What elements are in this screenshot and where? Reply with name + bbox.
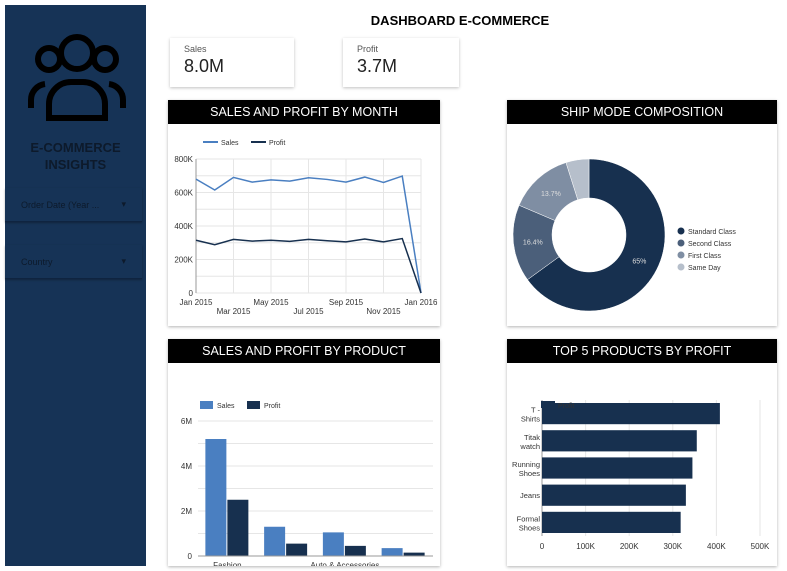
kpi-value: 3.7M xyxy=(357,56,398,76)
legend-label: Same Day xyxy=(688,265,721,272)
kpi-label: Profit xyxy=(357,44,379,54)
legend-swatch xyxy=(247,401,260,409)
legend-label: Profit xyxy=(558,403,574,410)
x-tick-label: 0 xyxy=(540,542,545,551)
dropdown-arrow-icon: ▾ xyxy=(121,256,126,266)
dropdown-arrow-icon: ▾ xyxy=(121,199,126,209)
legend-swatch xyxy=(677,263,685,271)
sales-kpi: Sales 8.0M xyxy=(170,38,294,87)
sidebar: E-COMMERCE INSIGHTS Order Date (Year ...… xyxy=(5,5,146,566)
panel-title: SHIP MODE COMPOSITION xyxy=(507,100,777,124)
slice-label: 16.4% xyxy=(523,239,543,246)
legend-swatch xyxy=(541,401,555,408)
series-line-profit xyxy=(195,237,422,294)
x-tick-label: 400K xyxy=(707,542,726,551)
legend-label: Profit xyxy=(269,140,285,147)
legend-label: Profit xyxy=(264,403,280,410)
bar-profit xyxy=(542,403,720,425)
legend-label: Sales xyxy=(217,403,235,410)
y-tick-label: 4M xyxy=(181,462,192,471)
brand-title: E-COMMERCE INSIGHTS xyxy=(30,140,121,172)
y-tick-label: 400K xyxy=(174,222,193,231)
bar-sales xyxy=(205,439,227,556)
bar-sales xyxy=(381,548,403,556)
donut-slice xyxy=(565,158,590,201)
x-tick-label: Auto & Accessories xyxy=(310,561,379,566)
x-tick-label: Mar 2015 xyxy=(217,307,251,316)
users-icon xyxy=(27,34,127,121)
donut-chart: 65% Standard Class 16.4% Second Class 13.7% F… xyxy=(512,158,736,312)
bar-sales xyxy=(322,532,344,556)
bar-sales xyxy=(264,526,286,556)
panel-title: TOP 5 PRODUCTS BY PROFIT xyxy=(507,339,777,363)
order-date-filter[interactable]: Order Date (Year ... ▾ xyxy=(5,188,142,222)
top-products-panel: TOP 5 PRODUCTS BY PROFIT 0 100K 200K 300K 400… xyxy=(507,339,777,566)
x-tick-label: Nov 2015 xyxy=(366,307,401,316)
x-tick-label: 100K xyxy=(576,542,595,551)
country-filter[interactable]: Country ▾ xyxy=(5,245,142,279)
panel-title: SALES AND PROFIT BY MONTH xyxy=(168,100,440,124)
legend-swatch xyxy=(677,227,685,235)
slice-label: 13.7% xyxy=(541,191,561,198)
x-tick-label: Jul 2015 xyxy=(293,307,324,316)
bar-profit xyxy=(542,511,681,533)
y-tick-label: 600K xyxy=(174,189,193,198)
page-title: DASHBOARD E-COMMERCE xyxy=(370,13,550,28)
x-tick-label: Fashion xyxy=(213,561,241,566)
y-tick-label: Titak watch xyxy=(519,433,540,451)
legend-swatch xyxy=(677,239,685,247)
bar-profit xyxy=(227,499,249,556)
x-tick-label: May 2015 xyxy=(253,298,289,307)
bar-profit xyxy=(542,484,686,506)
y-tick-label: 2M xyxy=(181,507,192,516)
legend-swatch xyxy=(677,251,685,259)
y-tick-label: 0 xyxy=(188,552,193,561)
panel-title: SALES AND PROFIT BY PRODUCT CATEGORY xyxy=(168,339,440,382)
y-tick-label: Running Shoes xyxy=(512,460,540,478)
category-chart-panel: SALES AND PROFIT BY PRODUCT CATEGORY 0 2M 4… xyxy=(168,339,440,571)
x-tick-label: Jan 2016 xyxy=(405,298,438,307)
y-tick-label: T -Shirts xyxy=(521,406,541,424)
x-tick-label: Jan 2015 xyxy=(180,298,213,307)
x-tick-label: 200K xyxy=(620,542,639,551)
category-bar-chart: 02M4M6MFashionHome & FurnitureAuto & Acc… xyxy=(181,401,433,571)
y-tick-label: 200K xyxy=(174,256,193,265)
kpi-label: Sales xyxy=(184,44,207,54)
bar-profit xyxy=(403,552,425,556)
profit-kpi: Profit 3.7M xyxy=(343,38,459,87)
legend-label: Sales xyxy=(221,140,239,147)
bar-profit xyxy=(286,543,308,556)
y-tick-label: Jeans xyxy=(520,491,540,500)
slice-label: 65% xyxy=(632,259,646,266)
legend-label: Standard Class xyxy=(688,229,736,236)
filter-label: Order Date (Year ... xyxy=(21,199,100,210)
pie-chart-panel: SHIP MODE COMPOSITION 65% Standard Class 16… xyxy=(507,100,777,326)
y-tick-label: 800K xyxy=(174,155,193,164)
series-line-sales xyxy=(195,175,422,294)
top-products-bar-chart: 0 100K 200K 300K 400K 500K T -Shirts Titak watch… xyxy=(512,400,770,551)
y-tick-label: 6M xyxy=(181,417,192,426)
bar-profit xyxy=(542,457,693,479)
y-tick-label: Formal Shoes xyxy=(517,514,541,532)
legend-swatch xyxy=(200,401,213,409)
x-tick-label: 300K xyxy=(663,542,682,551)
x-tick-label: Sep 2015 xyxy=(329,298,364,307)
line-chart-panel: SALES AND PROFIT BY MONTH 0 200K 400K 600K 80… xyxy=(168,100,440,326)
x-tick-label: 500K xyxy=(751,542,770,551)
filter-label: Country xyxy=(21,256,53,267)
bar-profit xyxy=(542,430,697,452)
y-tick-label: 0 xyxy=(189,289,194,298)
bar-profit xyxy=(344,545,366,556)
donut-slice xyxy=(527,158,666,312)
legend-label: Second Class xyxy=(688,241,732,248)
legend-label: First Class xyxy=(688,253,722,260)
kpi-value: 8.0M xyxy=(184,56,225,76)
